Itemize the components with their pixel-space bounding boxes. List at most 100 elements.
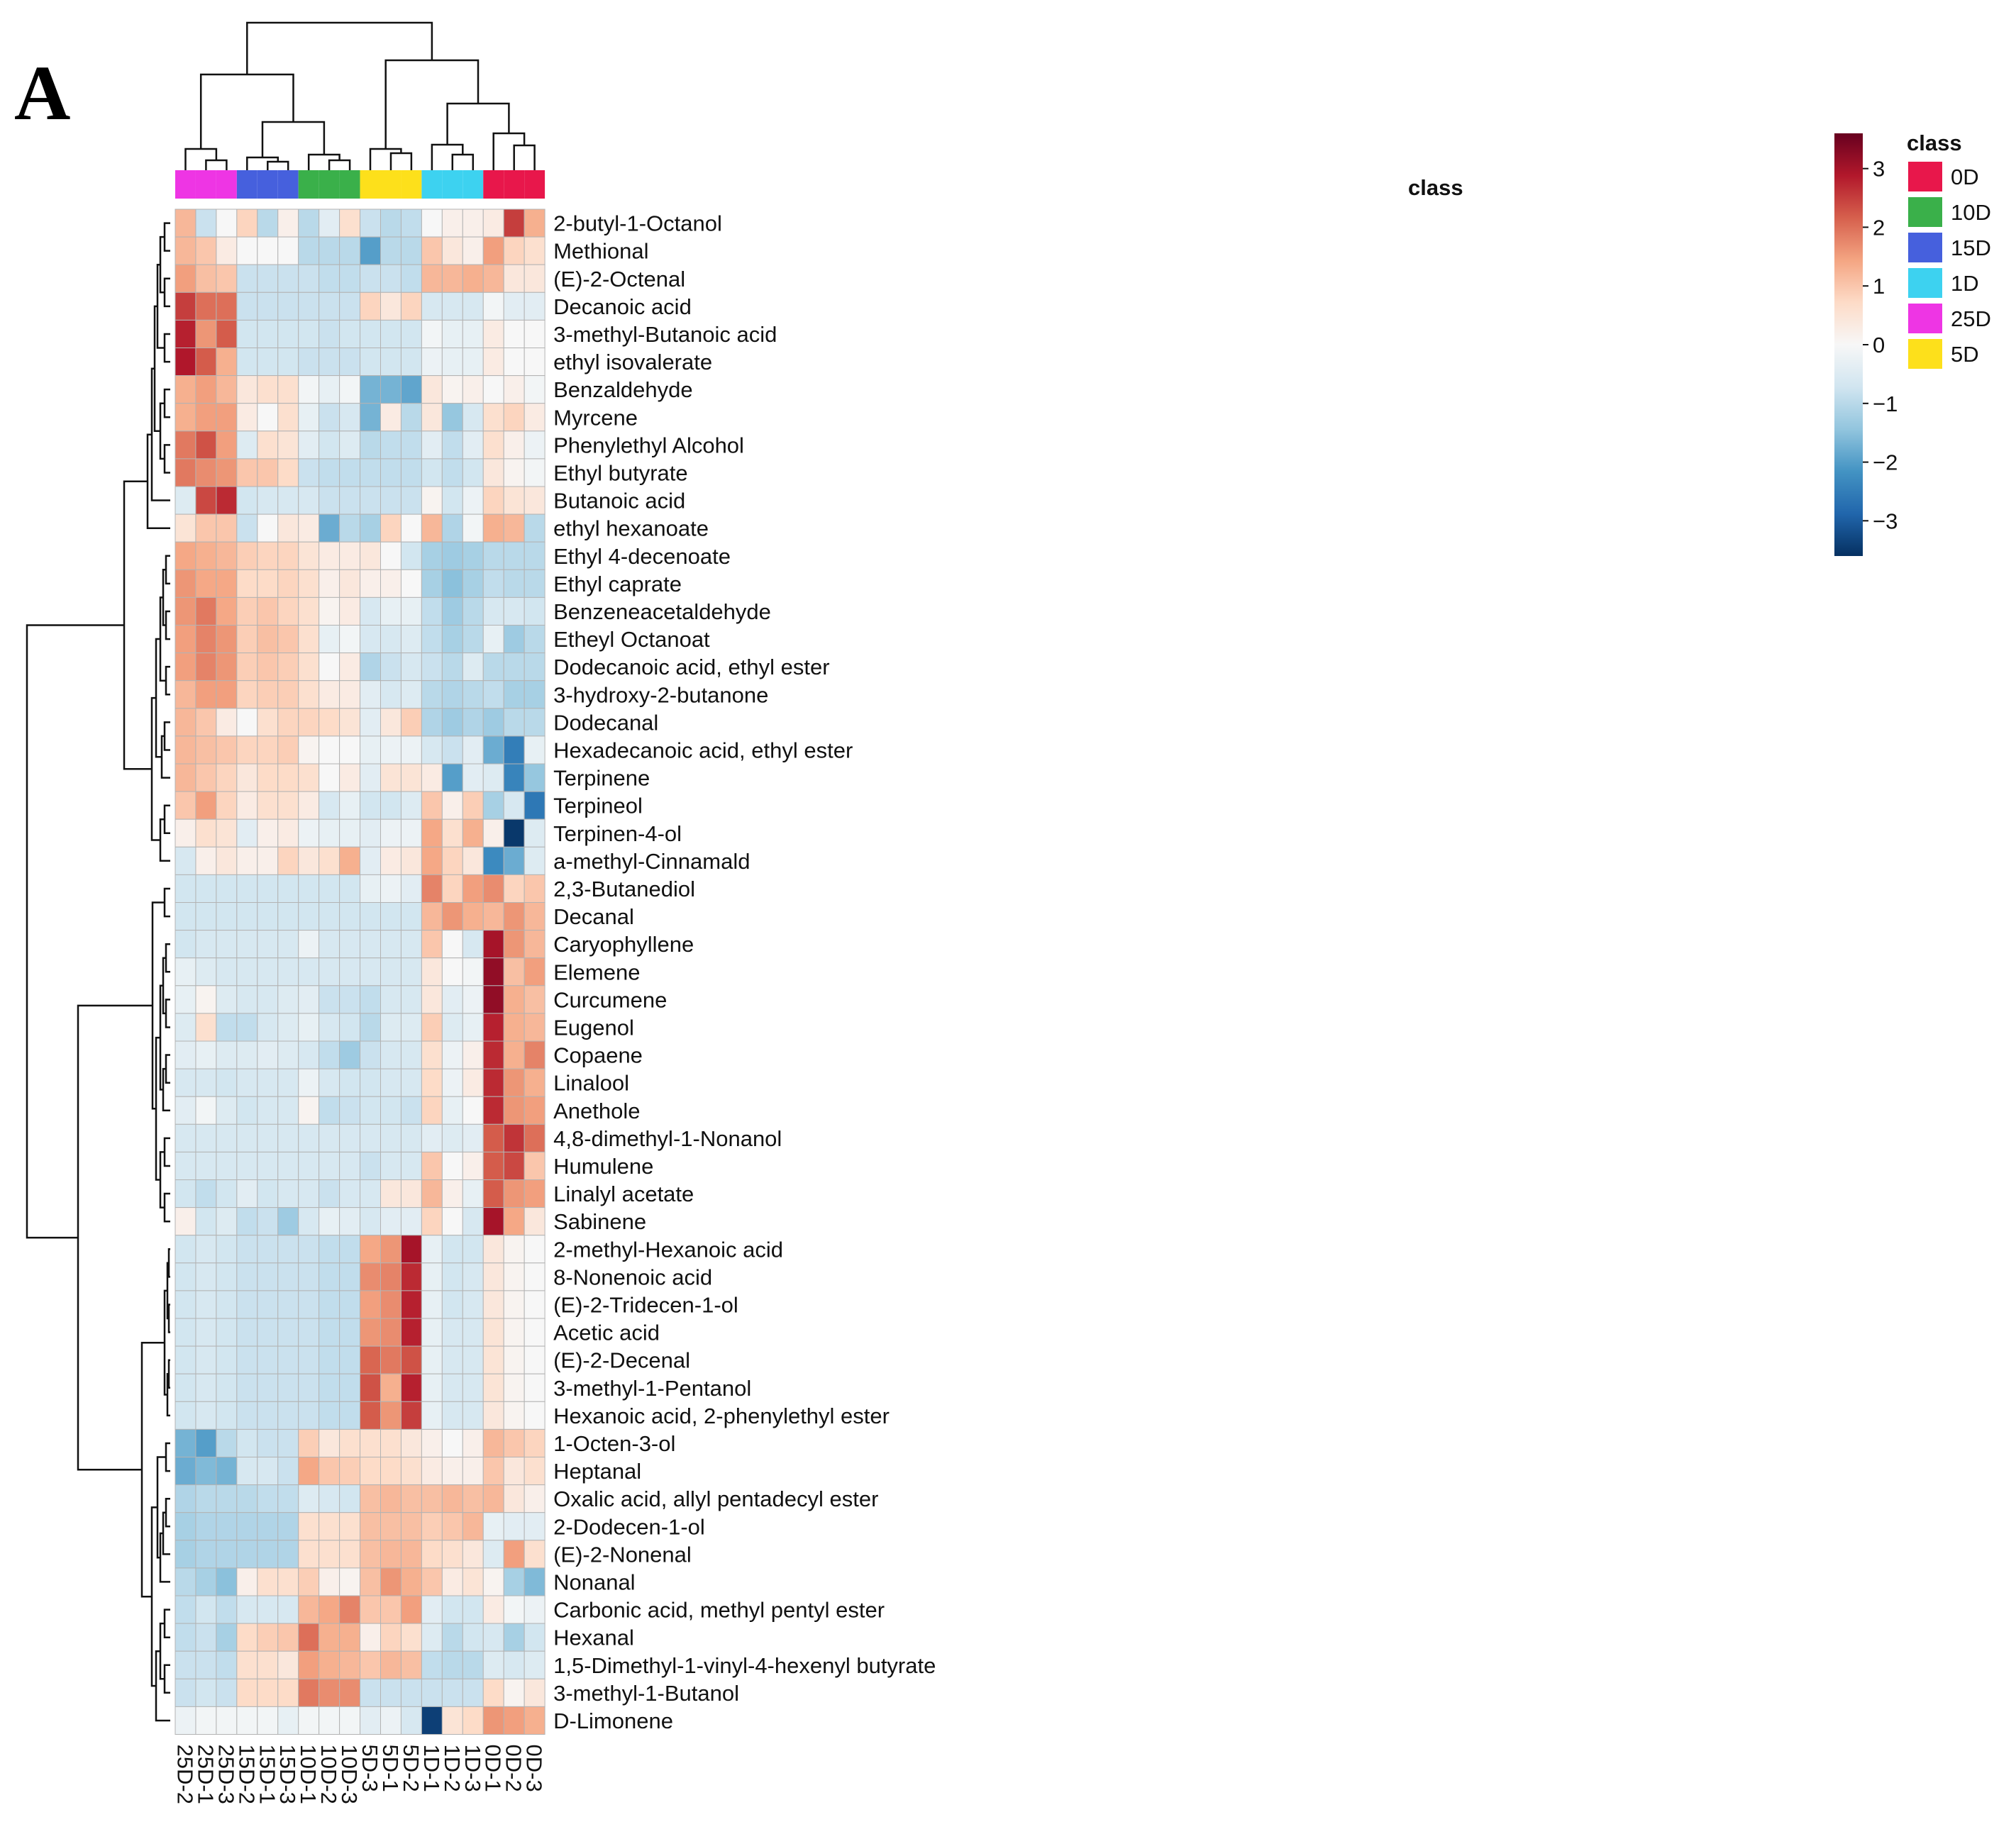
heatmap-cell <box>380 236 401 265</box>
heatmap-cell <box>462 1373 484 1402</box>
heatmap-cell <box>257 486 279 515</box>
heatmap-cell <box>503 1235 525 1264</box>
heatmap-cell <box>319 375 340 404</box>
heatmap-cell <box>277 1373 299 1402</box>
row-label: Dodecanal <box>553 710 658 735</box>
heatmap-cell <box>400 209 422 238</box>
heatmap-cell <box>236 763 258 792</box>
heatmap-cell <box>175 458 196 487</box>
heatmap-cell <box>175 1678 196 1707</box>
heatmap-cell <box>257 596 279 626</box>
heatmap-cell <box>421 1096 443 1125</box>
heatmap-cell <box>421 1457 443 1486</box>
heatmap-cell <box>360 1484 381 1513</box>
heatmap-cell <box>236 596 258 626</box>
heatmap-cell <box>400 1040 422 1069</box>
heatmap-cell <box>257 1290 279 1319</box>
heatmap-cell <box>524 1650 545 1679</box>
heatmap-cell <box>400 458 422 487</box>
heatmap-cell <box>360 957 381 987</box>
heatmap-cell <box>421 818 443 848</box>
row-label: Eugenol <box>553 1016 634 1040</box>
heatmap-cell <box>400 1068 422 1097</box>
heatmap-cell <box>216 1706 238 1735</box>
heatmap-cell <box>236 1595 258 1624</box>
heatmap-cell <box>257 846 279 875</box>
heatmap-cell <box>236 818 258 848</box>
heatmap-cell <box>421 513 443 543</box>
heatmap-cell <box>421 1595 443 1624</box>
heatmap-cell <box>421 1040 443 1069</box>
heatmap-cell <box>339 403 361 432</box>
dendrogram-branch <box>165 610 170 640</box>
heatmap-cell <box>503 458 525 487</box>
row-label: 2-methyl-Hexanoic acid <box>553 1237 783 1262</box>
heatmap-cell <box>319 846 340 875</box>
heatmap-cell <box>339 1123 361 1152</box>
class-legend-swatch <box>1908 197 1942 227</box>
heatmap-cell <box>400 264 422 293</box>
heatmap-cell <box>257 430 279 460</box>
dendrogram-branch <box>165 1054 170 1084</box>
row-label: Oxalic acid, allyl pentadecyl ester <box>553 1487 878 1511</box>
heatmap-cell <box>421 1290 443 1319</box>
heatmap-cell <box>257 735 279 765</box>
heatmap-cell <box>236 1179 258 1209</box>
heatmap-cell <box>257 1512 279 1541</box>
heatmap-cell <box>277 1595 299 1624</box>
heatmap-cell <box>380 375 401 404</box>
heatmap-cell <box>319 1345 340 1374</box>
heatmap-cell <box>277 985 299 1014</box>
heatmap-cell <box>462 1068 484 1097</box>
heatmap-cell <box>421 1567 443 1596</box>
column-label: 1D-1 <box>419 1745 444 1792</box>
heatmap-cell <box>319 1290 340 1319</box>
heatmap-cell <box>195 1318 217 1347</box>
heatmap-cell <box>380 1318 401 1347</box>
heatmap-cell <box>339 1484 361 1513</box>
heatmap-cell <box>175 1068 196 1097</box>
heatmap-cell <box>195 375 217 404</box>
heatmap-cell <box>400 1457 422 1486</box>
heatmap-cell <box>462 403 484 432</box>
heatmap-cell <box>503 1650 525 1679</box>
heatmap-cell <box>216 985 238 1014</box>
heatmap-cell <box>339 930 361 959</box>
heatmap-cell <box>319 513 340 543</box>
heatmap-cell <box>236 1290 258 1319</box>
dendrogram-branch <box>163 444 170 474</box>
heatmap-cell <box>380 1123 401 1152</box>
heatmap-cell <box>257 818 279 848</box>
heatmap-cell <box>421 430 443 460</box>
heatmap-cell <box>421 1678 443 1707</box>
heatmap-cell <box>195 291 217 321</box>
heatmap-cell <box>298 1428 320 1458</box>
heatmap-cell <box>441 1706 463 1735</box>
row-label: Heptanal <box>553 1459 641 1484</box>
heatmap-cell <box>195 1040 217 1069</box>
heatmap-cell <box>421 1318 443 1347</box>
heatmap-cell <box>360 1650 381 1679</box>
heatmap-cell <box>380 1457 401 1486</box>
heatmap-cell <box>195 1235 217 1264</box>
heatmap-cell <box>380 1040 401 1069</box>
heatmap-cell <box>216 763 238 792</box>
heatmap-cell <box>360 874 381 904</box>
heatmap-cell <box>195 846 217 875</box>
heatmap-cell <box>400 1484 422 1513</box>
heatmap-cell <box>277 680 299 709</box>
heatmap-cell <box>524 1096 545 1125</box>
heatmap-cell <box>462 319 484 348</box>
heatmap-cell <box>298 403 320 432</box>
heatmap-cell <box>236 319 258 348</box>
heatmap-cell <box>524 1484 545 1513</box>
heatmap-cell <box>277 1484 299 1513</box>
heatmap-cell <box>380 902 401 931</box>
heatmap-cell <box>441 1428 463 1458</box>
heatmap-cell <box>360 1595 381 1624</box>
heatmap-cell <box>339 348 361 377</box>
heatmap-cell <box>482 1428 504 1458</box>
heatmap-cell <box>319 874 340 904</box>
heatmap-cell <box>503 1457 525 1486</box>
class-bar-cell <box>298 170 319 199</box>
